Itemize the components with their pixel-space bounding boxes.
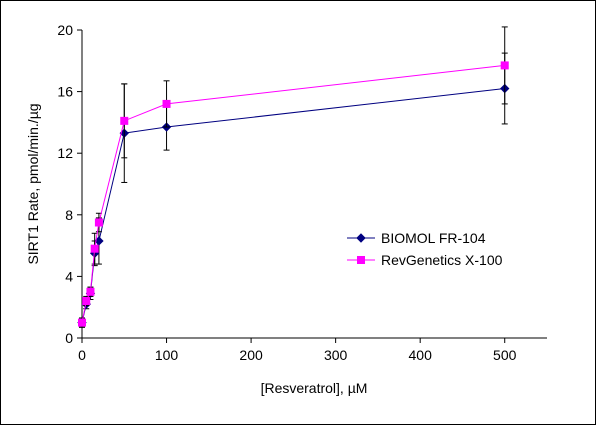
y-tick-label: 8 bbox=[65, 207, 73, 223]
y-axis-title: SIRT1 Rate, pmol/min./µg bbox=[25, 103, 41, 264]
x-tick-label: 300 bbox=[324, 347, 348, 363]
y-tick-label: 0 bbox=[65, 330, 73, 346]
legend-item: BIOMOL FR-104 bbox=[347, 230, 486, 246]
data-point bbox=[86, 287, 95, 296]
x-tick-label: 0 bbox=[78, 347, 86, 363]
x-tick-label: 200 bbox=[239, 347, 263, 363]
data-point bbox=[78, 318, 86, 327]
x-tick-label: 400 bbox=[409, 347, 433, 363]
x-tick-label: 500 bbox=[493, 347, 517, 363]
series-layer bbox=[77, 26, 510, 328]
legend: BIOMOL FR-104 RevGenetics X-100 bbox=[347, 230, 503, 268]
x-axis-title: [Resveratrol], µM bbox=[261, 380, 368, 396]
data-point bbox=[90, 244, 99, 253]
error-bars bbox=[79, 52, 508, 328]
series-line bbox=[81, 88, 505, 323]
legend-item: RevGenetics X-100 bbox=[347, 252, 503, 268]
axes bbox=[81, 30, 547, 339]
legend-marker bbox=[356, 233, 366, 243]
y-tick-label: 16 bbox=[57, 84, 73, 100]
data-point bbox=[94, 218, 103, 227]
series-2 bbox=[78, 26, 509, 328]
legend-label: RevGenetics X-100 bbox=[381, 252, 503, 268]
data-point bbox=[120, 116, 129, 125]
legend-marker bbox=[357, 256, 365, 264]
data-point bbox=[500, 61, 509, 70]
series-1 bbox=[77, 52, 510, 328]
data-point bbox=[82, 297, 91, 306]
data-point bbox=[162, 99, 171, 108]
y-tick-label: 12 bbox=[57, 145, 73, 161]
y-tick-label: 4 bbox=[65, 268, 73, 284]
series-line bbox=[81, 64, 505, 323]
legend-label: BIOMOL FR-104 bbox=[381, 230, 486, 246]
x-tick-label: 100 bbox=[155, 347, 179, 363]
y-tick-label: 20 bbox=[57, 22, 73, 38]
